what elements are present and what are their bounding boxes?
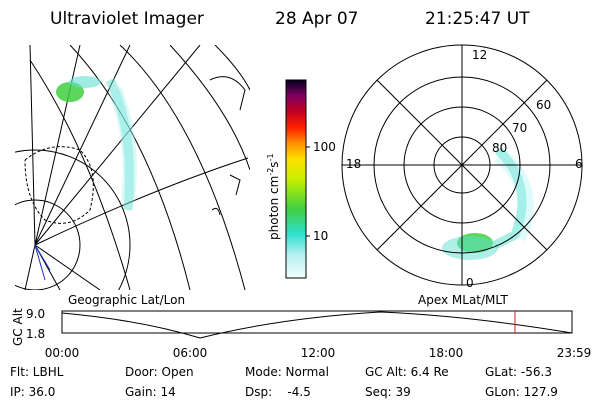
lat-arcs (29, 45, 250, 290)
info-field: Door: Open (125, 365, 194, 379)
mlt-label: 18 (346, 157, 361, 171)
info-field: GLon: 127.9 (485, 385, 558, 399)
orbit-x-tick: 18:00 (429, 346, 464, 360)
orbit-curve (61, 311, 573, 339)
pole-ring (15, 149, 131, 290)
orbit-frame (61, 310, 573, 334)
aurora (69, 76, 101, 88)
info: Flt: LBHL Door: Open Mode: Normal GC Alt… (10, 365, 558, 399)
colorbar-tick-label: 100 (313, 140, 336, 154)
info-field: Mode: Normal (245, 365, 329, 379)
lat-label: 60 (536, 98, 551, 112)
orbit-y-tick: 9.0 (26, 307, 45, 321)
aurora (492, 146, 527, 250)
info-field: GC Alt: 6.4 Re (365, 365, 449, 379)
coastline (34, 244, 51, 281)
mlt-label: 6 (575, 157, 583, 171)
info-field: IP: 36.0 (10, 385, 55, 399)
lon-lines (24, 45, 249, 290)
orbit-x-tick: 00:00 (45, 346, 80, 360)
orbit-plot: Geographic Lat/Lon Apex MLat/MLT GC Alt … (11, 293, 591, 360)
polar-spokes (342, 45, 582, 285)
pole-ring (15, 199, 81, 290)
colorbar (285, 79, 307, 279)
lat-label: 80 (492, 141, 507, 155)
aurora (442, 236, 498, 260)
info-field: Dsp: -4.5 (245, 385, 311, 399)
orbit-y-tick: 1.8 (26, 327, 45, 341)
time: 21:25:47 UT (425, 9, 530, 29)
date: 28 Apr 07 (275, 9, 358, 29)
instrument: Ultraviolet Imager (50, 9, 204, 29)
orbit-title: Apex MLat/MLT (418, 293, 508, 307)
info-field: GLat: -56.3 (485, 365, 552, 379)
info-field: Gain: 14 (125, 385, 176, 399)
orbit-x-tick: 06:00 (173, 346, 208, 360)
colorbar-tick-label: 10 (313, 229, 328, 243)
info-field: Seq: 39 (365, 385, 411, 399)
coastline (24, 146, 94, 224)
info-field: Flt: LBHL (10, 365, 64, 379)
coastline (209, 76, 246, 216)
mlt-label: 0 (466, 276, 474, 290)
orbit-title: Geographic Lat/Lon (68, 293, 185, 307)
colorbar-label: photon cm-2s-1 (266, 153, 281, 240)
geographic-map (15, 45, 250, 290)
aurora (108, 87, 137, 201)
polar-plot: 12 0 18 6 60 70 80 (341, 44, 583, 290)
mlt-label: 12 (472, 48, 487, 62)
orbit-x-tick: 23:59 (557, 346, 592, 360)
lat-label: 70 (512, 121, 527, 135)
orbit-x-tick: 12:00 (301, 346, 336, 360)
aurora (494, 148, 534, 242)
aurora (105, 77, 134, 211)
orbit-y-label: GC Alt (11, 308, 25, 346)
